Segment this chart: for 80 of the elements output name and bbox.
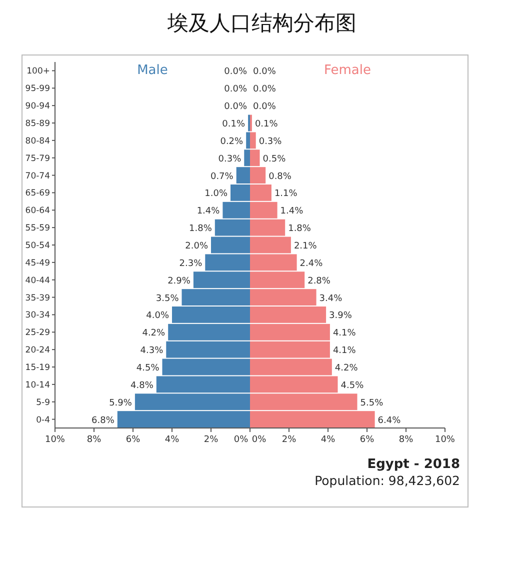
data-label: 0.1%: [222, 120, 246, 130]
data-label: 6.4%: [378, 416, 402, 426]
data-label: 2.8%: [308, 276, 331, 286]
data-label: 4.3%: [140, 346, 164, 356]
data-label: 1.8%: [189, 224, 212, 234]
y-tick-label: 65-69: [25, 188, 50, 199]
data-label: 4.2%: [334, 364, 358, 374]
data-label: 0.0%: [224, 67, 248, 78]
x-tick-label: 6%: [126, 435, 141, 445]
data-label: 4.0%: [146, 311, 170, 322]
series-name: Male: [137, 63, 168, 78]
data-label: 5.9%: [109, 398, 132, 408]
title: 埃及人口结构分布图: [168, 11, 356, 35]
y-tick-label: 20-24: [25, 346, 50, 356]
data-label: 0.0%: [253, 84, 276, 95]
data-label: 0.1%: [254, 120, 278, 130]
data-label: 3.5%: [156, 294, 180, 304]
x-tick-label: 4%: [164, 435, 180, 445]
data-label: 1.1%: [274, 189, 298, 200]
y-tick-label: 10-14: [25, 380, 50, 390]
data-label: 1.4%: [280, 206, 304, 217]
data-label: 4.8%: [130, 380, 154, 391]
y-tick-label: 40-44: [25, 276, 50, 286]
data-label: 5.5%: [360, 398, 384, 408]
x-tick-label: 8%: [398, 435, 414, 445]
y-tick-label: 35-39: [25, 293, 50, 304]
x-tick-label: 8%: [86, 435, 102, 445]
y-tick-label: 90-94: [25, 102, 50, 112]
data-label: 6.8%: [92, 416, 115, 426]
x-tick-label: 6%: [360, 435, 375, 445]
data-label: 0.0%: [253, 102, 276, 112]
y-tick-label: 15-19: [25, 363, 50, 373]
data-label: 2.9%: [168, 276, 191, 286]
x-tick-label: 10%: [434, 435, 456, 445]
data-label: 2.3%: [179, 258, 203, 269]
data-label: 3.4%: [319, 294, 343, 304]
data-label: 4.5%: [136, 364, 160, 374]
y-tick-label: 25-29: [25, 328, 50, 338]
data-label: 0.3%: [218, 154, 242, 164]
data-label: 4.1%: [332, 346, 356, 356]
y-tick-label: 30-34: [25, 310, 50, 321]
x-tick-label: 0%: [234, 435, 249, 445]
x-tick-label: 0%: [252, 435, 267, 445]
data-label: 2.4%: [300, 258, 324, 269]
y-tick-label: 100+: [26, 66, 50, 77]
data-label: 1.4%: [196, 206, 220, 217]
y-tick-label: 55-59: [25, 224, 50, 234]
data-label: 4.1%: [332, 328, 356, 339]
data-label: 0.8%: [268, 172, 292, 182]
data-label: 0.2%: [220, 136, 244, 147]
x-tick-label: 2%: [204, 435, 219, 445]
data-label: 4.2%: [142, 328, 166, 339]
annotation: Population: 98,423,602: [314, 473, 460, 488]
data-label: 2.0%: [185, 242, 208, 252]
data-label: 2.1%: [294, 242, 318, 252]
data-label: 1.0%: [204, 189, 228, 200]
x-tick-label: 4%: [320, 435, 336, 445]
data-label: 3.9%: [329, 311, 352, 322]
x-tick-label: 2%: [282, 435, 297, 445]
data-label: 0.5%: [262, 154, 286, 164]
data-label: 0.3%: [258, 136, 282, 147]
y-tick-label: 75-79: [25, 154, 50, 164]
y-tick-label: 70-74: [25, 171, 50, 182]
y-tick-label: 5-9: [36, 398, 50, 408]
data-label: 1.8%: [288, 224, 312, 234]
data-label: 0.7%: [210, 172, 234, 182]
y-tick-label: 50-54: [25, 241, 50, 251]
series-name: Female: [324, 63, 371, 78]
data-label: 0.0%: [224, 84, 248, 95]
data-label: 4.5%: [340, 380, 364, 391]
y-tick-label: 95-99: [25, 84, 50, 94]
y-tick-label: 0-4: [36, 415, 50, 426]
y-tick-label: 85-89: [25, 119, 50, 129]
data-label: 0.0%: [224, 102, 248, 112]
x-tick-label: 10%: [44, 435, 66, 445]
y-tick-label: 80-84: [25, 136, 50, 146]
y-tick-label: 45-49: [25, 258, 50, 268]
annotation: Egypt - 2018: [367, 457, 460, 472]
data-label: 0.0%: [253, 67, 276, 78]
y-tick-label: 60-64: [25, 206, 50, 216]
